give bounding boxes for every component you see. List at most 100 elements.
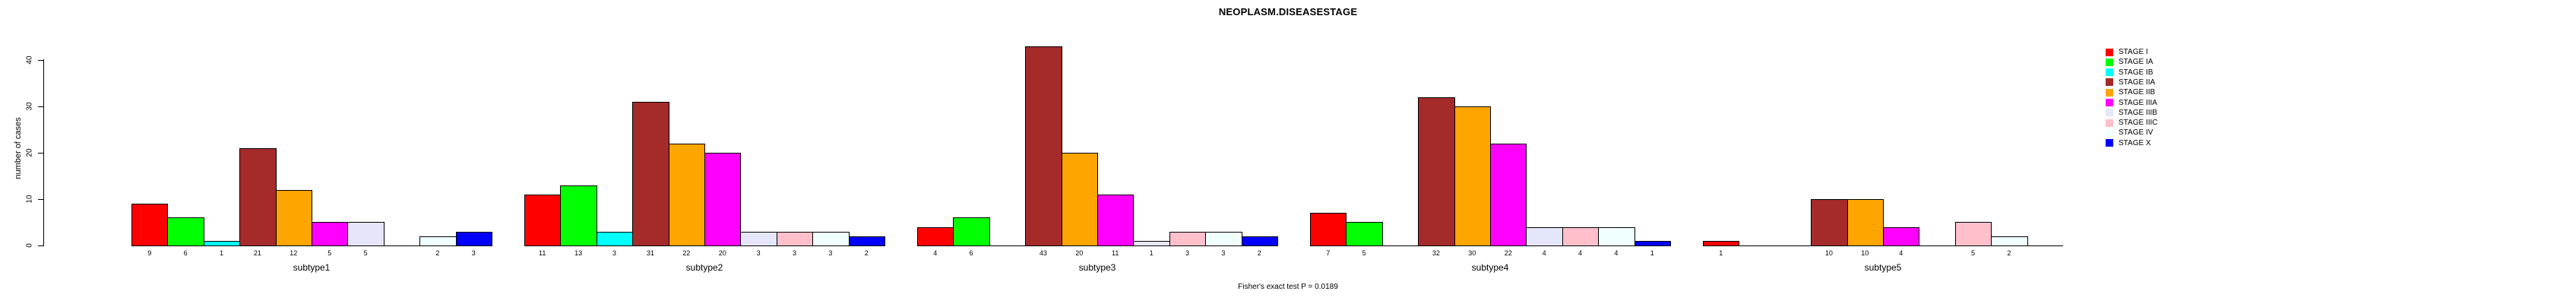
bar-stage-iia: [1811, 199, 1848, 246]
legend-item-label: STAGE IIIA: [2119, 98, 2157, 107]
bar-value-label: 3: [1185, 249, 1189, 257]
bar-stage-iv: [1991, 236, 2028, 246]
bar-stage-iiia: [704, 153, 742, 246]
legend-item: STAGE I: [2106, 47, 2148, 57]
bar-value-label: 1: [1149, 249, 1154, 257]
y-tick: [38, 106, 43, 107]
x-axis-group-label: subtype2: [685, 262, 723, 273]
bar-stage-iiia: [1097, 195, 1135, 246]
bar-value-label: 4: [1899, 249, 1904, 257]
bar-value-label: 3: [471, 249, 476, 257]
bar-stage-iiic: [776, 232, 814, 246]
legend-item: STAGE IA: [2106, 57, 2153, 67]
legend-item: STAGE IV: [2106, 128, 2153, 138]
legend-item-label: STAGE IIIB: [2119, 108, 2157, 117]
bar-stage-iiia: [1883, 227, 1920, 246]
bar-value-label: 5: [1362, 249, 1366, 257]
bar-value-label: 12: [290, 249, 298, 257]
bar-value-label: 1: [219, 249, 223, 257]
bar-value-label: 3: [612, 249, 616, 257]
bar-value-label: 2: [435, 249, 440, 257]
legend-swatch-icon: [2106, 99, 2113, 106]
y-axis-label: number of cases: [14, 117, 23, 179]
bar-stage-x: [848, 236, 885, 246]
legend-swatch-icon: [2106, 139, 2113, 147]
bar-stage-iib: [1847, 199, 1884, 246]
bar-value-label: 5: [1970, 249, 1975, 257]
bar-stage-iiia: [312, 222, 349, 246]
bar-value-label: 4: [1578, 249, 1582, 257]
bar-value-label: 3: [1221, 249, 1226, 257]
bar-stage-i: [1703, 241, 1740, 246]
bar-stage-x: [455, 232, 492, 246]
bar-value-label: 2: [864, 249, 869, 257]
bar-stage-ia: [953, 217, 990, 246]
bar-value-label: 22: [682, 249, 691, 257]
bar-stage-iv: [419, 236, 457, 246]
bar-stage-i: [131, 204, 169, 246]
bar-stage-ib: [596, 232, 634, 246]
bar-value-label: 5: [363, 249, 368, 257]
bar-value-label: 1: [1719, 249, 1723, 257]
bar-value-label: 9: [147, 249, 152, 257]
bar-value-label: 11: [1112, 249, 1119, 257]
bar-value-label: 2: [1257, 249, 1261, 257]
bar-stage-iiia: [1490, 144, 1527, 246]
bar-value-label: 43: [1039, 249, 1047, 257]
bar-stage-x: [1634, 241, 1671, 246]
legend-item-label: STAGE IIA: [2119, 78, 2156, 87]
bar-stage-iiib: [740, 232, 777, 246]
legend-item: STAGE IIIA: [2106, 98, 2157, 108]
bar-stage-i: [917, 227, 954, 246]
bar-stage-ia: [560, 185, 597, 246]
legend-item: STAGE IIIC: [2106, 118, 2158, 128]
chart-title: NEOPLASM.DISEASESTAGE: [1218, 6, 1358, 17]
legend-swatch-icon: [2106, 88, 2113, 97]
y-axis: [43, 59, 44, 246]
bar-stage-iiib: [1133, 241, 1170, 246]
bar-stage-iia: [239, 148, 277, 246]
y-tick: [38, 60, 43, 61]
bar-stage-ia: [1346, 222, 1383, 246]
bar-stage-iv: [1598, 227, 1635, 246]
bar-stage-iia: [1025, 46, 1062, 246]
bar-value-label: 3: [756, 249, 761, 257]
bar-stage-iv: [812, 232, 850, 246]
bar-stage-iib: [668, 144, 705, 246]
legend-swatch-icon: [2106, 58, 2113, 66]
legend-item-label: STAGE IB: [2119, 68, 2154, 77]
bar-value-label: 4: [933, 249, 938, 257]
legend-swatch-icon: [2106, 68, 2113, 77]
legend-item-label: STAGE IIIC: [2119, 119, 2158, 128]
bar-stage-iib: [1454, 106, 1491, 246]
y-tick-label: 10: [25, 195, 34, 204]
bar-stage-ib: [203, 241, 241, 246]
x-axis-group-label: subtype5: [1864, 262, 1902, 273]
legend-swatch-icon: [2106, 78, 2113, 87]
bar-value-label: 4: [1614, 249, 1619, 257]
bar-stage-iib: [1061, 153, 1098, 246]
bar-value-label: 3: [828, 249, 833, 257]
footnote-text: Fisher's exact test P = 0.0189: [1238, 283, 1338, 291]
bar-value-label: 31: [646, 249, 654, 257]
y-tick-label: 30: [25, 102, 34, 111]
bar-value-label: 7: [1326, 249, 1331, 257]
bar-value-label: 20: [718, 249, 726, 257]
y-tick-label: 40: [25, 55, 34, 65]
y-tick: [38, 153, 43, 154]
bar-stage-iiic: [1562, 227, 1600, 246]
bar-value-label: 6: [183, 249, 188, 257]
legend-item: STAGE IB: [2106, 68, 2153, 78]
x-axis-group-label: subtype1: [293, 262, 331, 273]
bar-stage-i: [524, 195, 562, 246]
legend-swatch-icon: [2106, 109, 2113, 117]
bar-value-label: 20: [1075, 249, 1084, 257]
bar-stage-iia: [632, 102, 669, 246]
legend-swatch-icon: [2106, 48, 2113, 56]
legend-item: STAGE IIA: [2106, 78, 2155, 87]
legend-item-label: STAGE I: [2119, 48, 2148, 56]
y-tick-label: 0: [25, 243, 34, 248]
bar-stage-iiib: [1526, 227, 1563, 246]
legend-swatch-icon: [2106, 128, 2113, 137]
